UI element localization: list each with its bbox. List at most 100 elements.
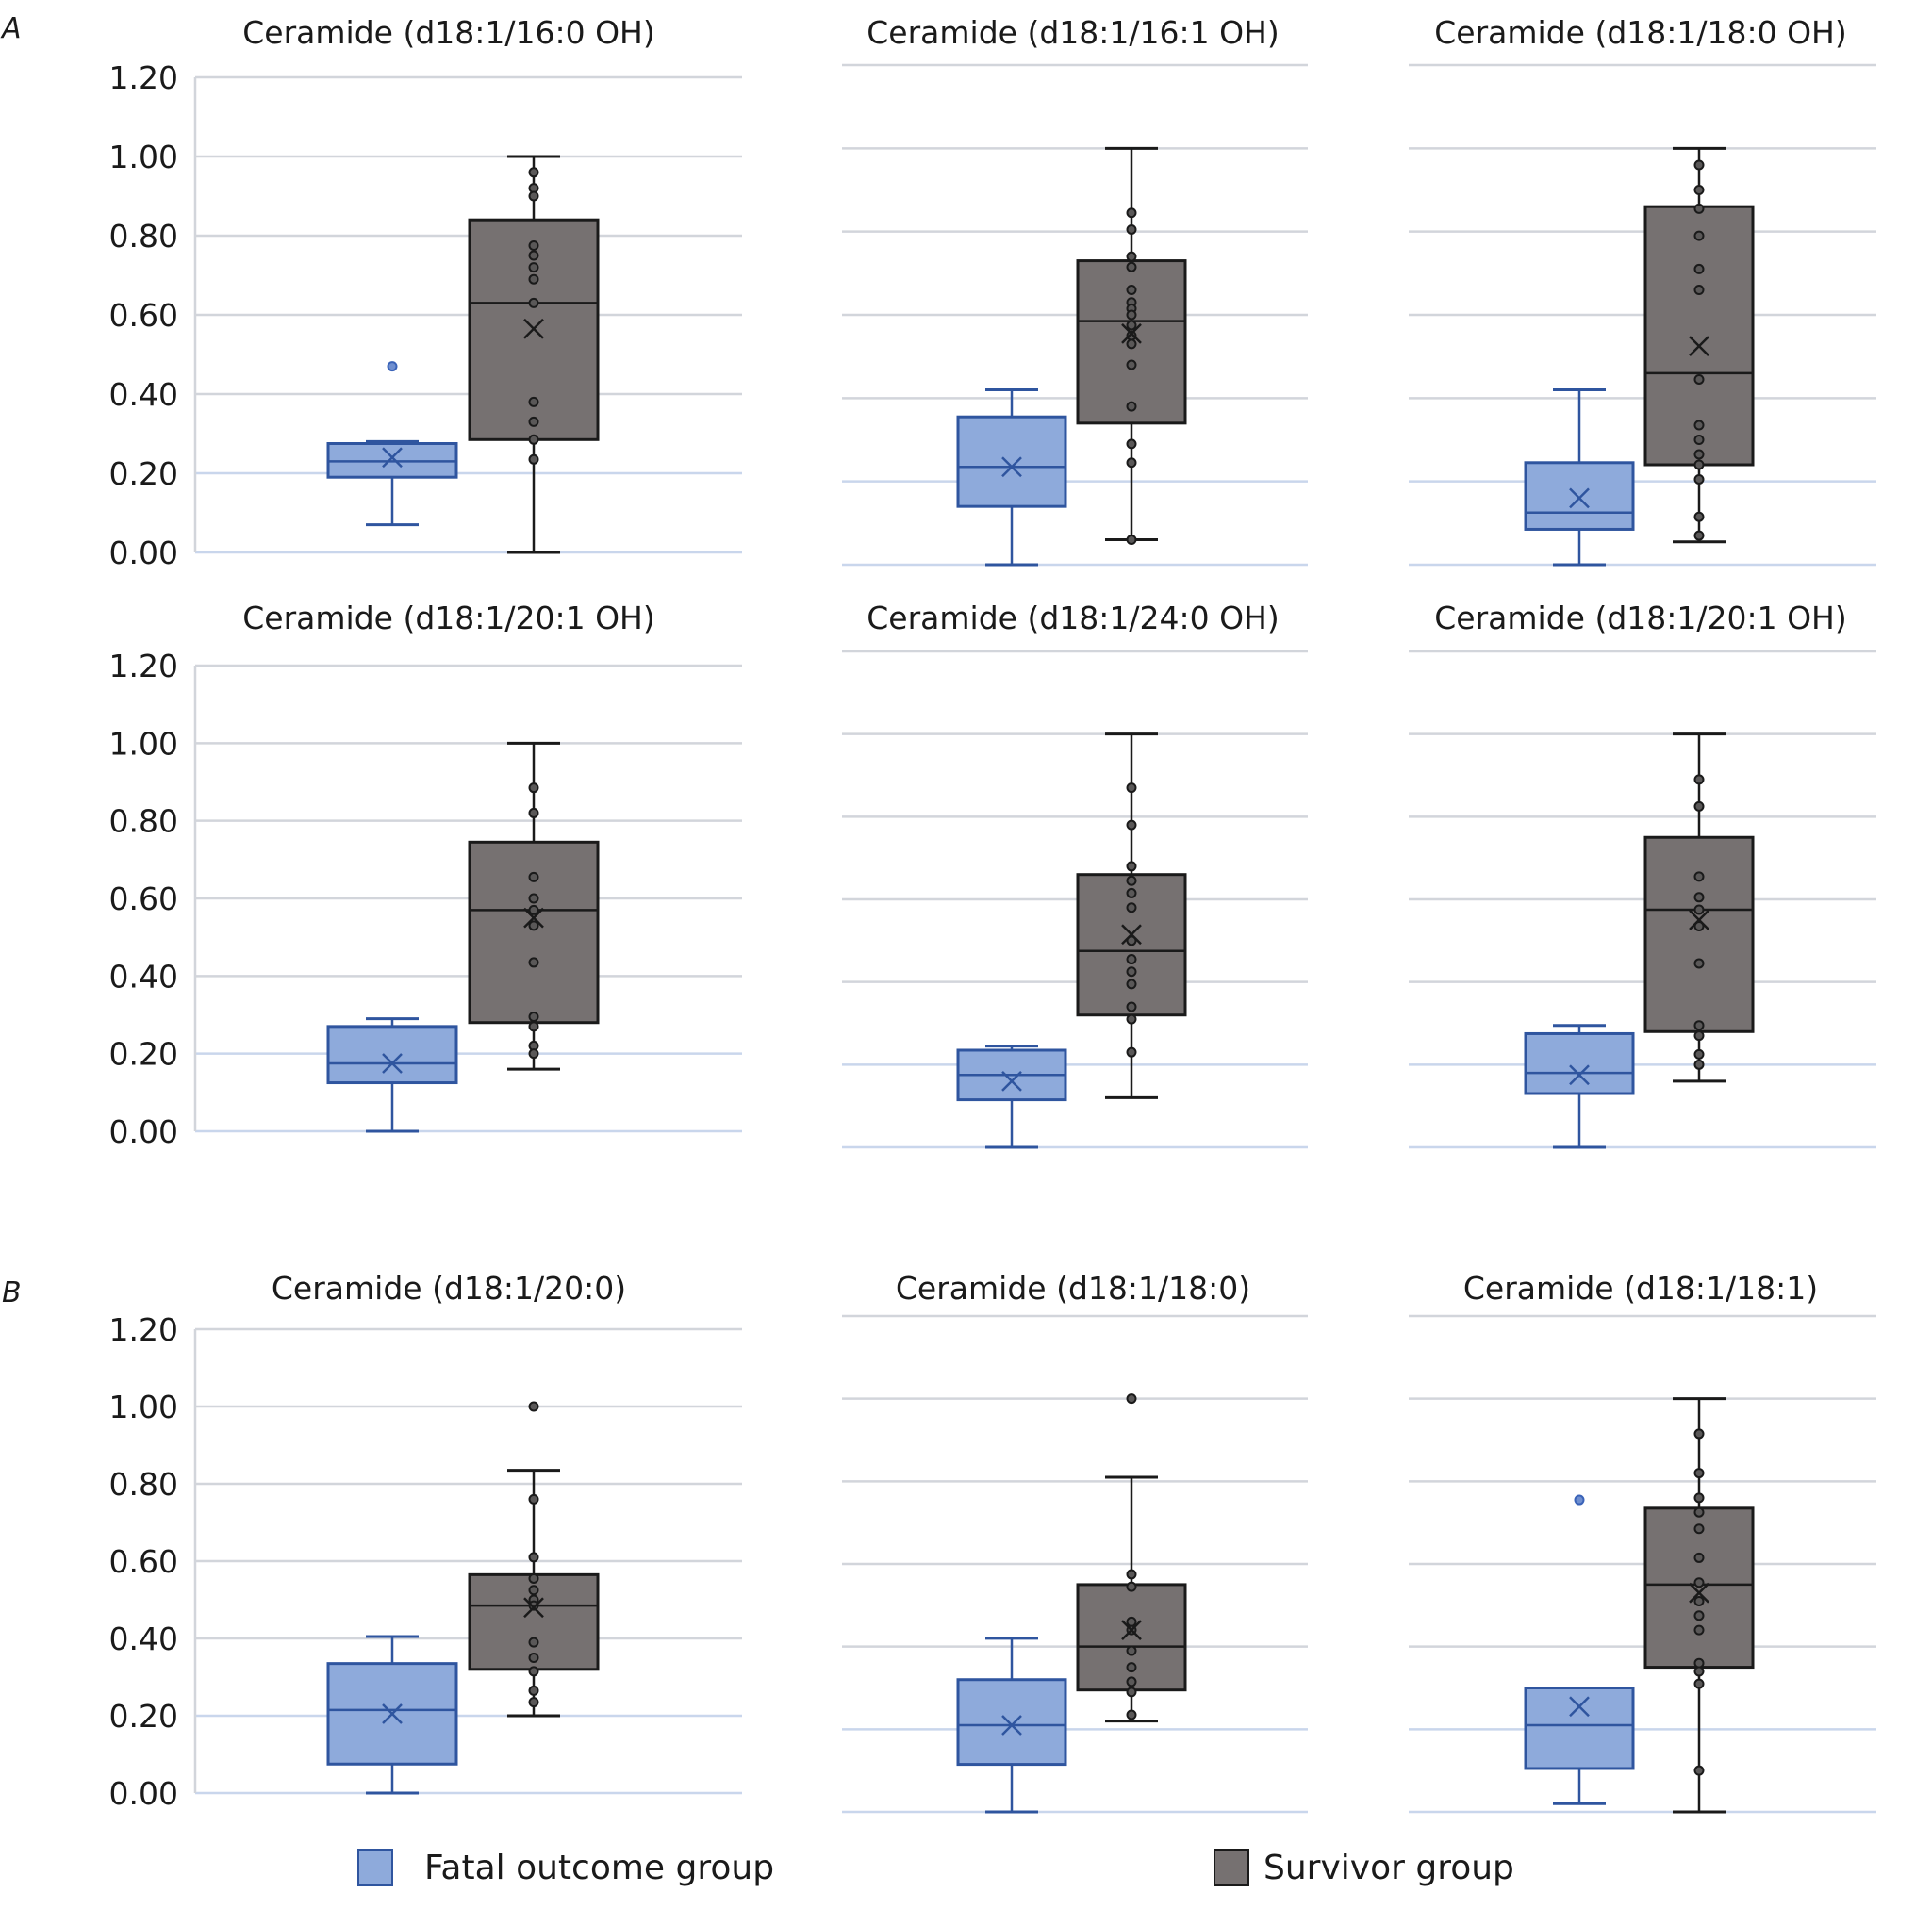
iqr-box	[1524, 1687, 1635, 1770]
data-point	[1126, 223, 1137, 235]
panel-title: Ceramide (d18:1/16:0 OH)	[242, 14, 655, 51]
data-point	[1693, 185, 1705, 195]
outlier-point	[1574, 1494, 1585, 1506]
data-point	[1126, 887, 1137, 898]
data-point	[1126, 457, 1137, 469]
data-point	[1693, 435, 1705, 445]
data-point	[1693, 373, 1705, 385]
data-point	[1693, 511, 1705, 522]
mean-marker	[1689, 336, 1709, 357]
panel-title: Ceramide (d18:1/20:1 OH)	[242, 600, 655, 636]
data-point	[1126, 401, 1137, 412]
data-point	[528, 434, 539, 445]
data-point	[528, 782, 539, 794]
section-label-b: B	[2, 1276, 22, 1309]
data-point	[1693, 1678, 1705, 1689]
data-point	[1693, 1059, 1705, 1070]
data-point	[1693, 800, 1705, 812]
data-point	[1693, 1657, 1705, 1669]
outlier-point	[1126, 1393, 1137, 1405]
data-point	[528, 297, 539, 308]
data-point	[528, 273, 539, 285]
data-point	[1126, 935, 1137, 946]
y-tick-label: 1.20	[109, 1311, 178, 1348]
panel-6: Ceramide (d18:1/20:1 OH)	[1409, 600, 1876, 1149]
mean-marker	[1689, 1582, 1709, 1604]
y-tick-label: 0.80	[109, 218, 178, 255]
data-point	[1693, 473, 1705, 485]
data-point	[1693, 420, 1705, 431]
data-point	[528, 190, 539, 202]
data-point	[1693, 159, 1705, 171]
data-point	[528, 240, 539, 251]
panel-3: Ceramide (d18:1/18:0 OH)	[1409, 14, 1876, 567]
y-tick-label: 1.20	[109, 59, 178, 96]
y-tick-label: 0.40	[109, 1621, 178, 1657]
data-point	[1693, 449, 1705, 460]
data-point	[1693, 1577, 1705, 1588]
data-point	[528, 396, 539, 407]
data-point	[1126, 535, 1137, 545]
data-point	[1693, 263, 1705, 274]
data-point	[1126, 819, 1137, 831]
legend-label-survivor: Survivor group	[1263, 1849, 1514, 1887]
data-point	[528, 904, 539, 915]
legend-swatch-fatal	[357, 1849, 393, 1886]
panel-1: Ceramide (d18:1/16:0 OH) 0.00 0.20 0.40 0.60…	[109, 14, 742, 571]
iqr-box	[1643, 835, 1755, 1033]
data-point	[528, 1653, 539, 1663]
y-tick-label: 0.00	[109, 1775, 178, 1812]
mean-marker-stroke	[382, 1703, 403, 1724]
panel-title: Ceramide (d18:1/24:0 OH)	[867, 600, 1280, 636]
data-point	[1693, 1610, 1705, 1621]
mean-marker	[382, 1703, 403, 1724]
data-point	[528, 1666, 539, 1677]
legend: Fatal outcome group Survivor group	[357, 1849, 1514, 1887]
data-point	[1693, 1624, 1705, 1636]
y-tick-label: 0.40	[109, 376, 178, 413]
outlier-point	[387, 361, 398, 372]
data-point	[528, 262, 539, 273]
data-point	[528, 250, 539, 261]
data-point	[1693, 1468, 1705, 1479]
y-tick-label: 0.00	[109, 535, 178, 571]
panel-title: Ceramide (d18:1/20:0)	[272, 1270, 626, 1307]
data-point	[1693, 1492, 1705, 1504]
data-point	[1693, 1048, 1705, 1060]
data-point	[1693, 1020, 1705, 1031]
y-tick-label: 0.20	[109, 1036, 178, 1073]
mean-marker-stroke	[1569, 1696, 1590, 1718]
panel-title: Ceramide (d18:1/20:1 OH)	[1434, 600, 1847, 636]
fatal-group-box	[1524, 1024, 1635, 1149]
fatal-group-box	[956, 1637, 1067, 1814]
data-point	[1693, 1666, 1705, 1677]
mean-marker-stroke	[1689, 910, 1709, 930]
y-tick-label: 0.20	[109, 455, 178, 492]
y-tick-label: 0.80	[109, 1466, 178, 1503]
panel-title: Ceramide (d18:1/16:1 OH)	[867, 14, 1280, 51]
data-point	[1693, 230, 1705, 241]
section-label-a: A	[0, 12, 22, 45]
mean-marker	[1569, 487, 1590, 509]
data-point	[1693, 1523, 1705, 1535]
mean-marker	[1569, 1696, 1590, 1718]
iqr-box	[956, 1678, 1067, 1767]
survivor-group-box	[1076, 1393, 1187, 1723]
mean-marker-stroke	[1689, 336, 1709, 357]
data-point	[528, 1572, 539, 1584]
mean-marker	[1121, 924, 1142, 946]
data-point	[1126, 438, 1137, 450]
mean-marker-stroke	[523, 318, 544, 339]
panel-4: Ceramide (d18:1/20:1 OH) 0.00 0.20 0.40 0.60…	[109, 600, 742, 1150]
data-point	[1126, 954, 1137, 965]
mean-marker-stroke	[1001, 456, 1022, 478]
data-point	[528, 807, 539, 818]
data-point	[1126, 338, 1137, 350]
data-point	[528, 1685, 539, 1696]
data-point	[1693, 871, 1705, 882]
iqr-box	[1524, 1031, 1635, 1095]
panel-9: Ceramide (d18:1/18:1)	[1409, 1270, 1876, 1814]
data-point	[528, 1600, 539, 1611]
fatal-group-box	[956, 388, 1067, 567]
